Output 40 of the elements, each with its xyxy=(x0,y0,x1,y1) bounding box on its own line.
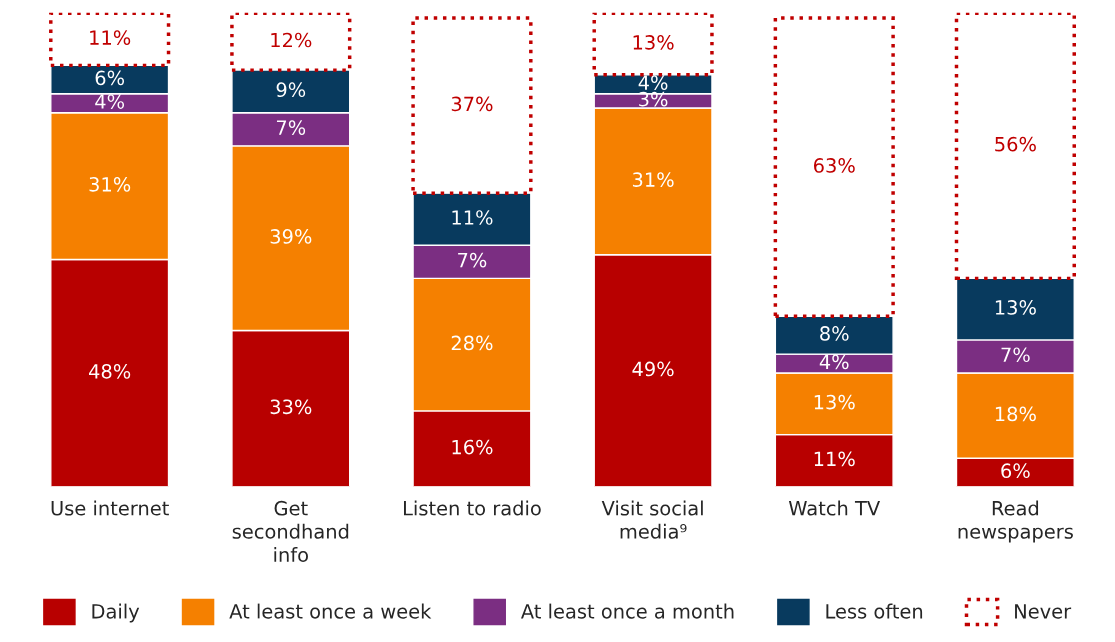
x-tick-label: Read newspapers xyxy=(958,500,1073,543)
data-label: 7% xyxy=(1001,347,1030,363)
data-label: 7% xyxy=(276,120,306,135)
data-label: 9% xyxy=(276,82,306,98)
data-label: 31% xyxy=(89,177,131,192)
data-label: 11% xyxy=(90,30,131,45)
data-label: 49% xyxy=(632,361,674,377)
data-label: 33% xyxy=(270,399,312,415)
data-label: 63% xyxy=(813,158,855,173)
data-label: 11% xyxy=(452,210,493,225)
data-label: 18% xyxy=(995,406,1036,422)
data-label: 28% xyxy=(451,335,493,351)
legend-label: Less often xyxy=(826,603,923,619)
data-label: 39% xyxy=(270,229,312,244)
data-label: 31% xyxy=(632,172,674,187)
data-label: 6% xyxy=(1001,463,1030,479)
legend-label: Never xyxy=(1015,604,1072,619)
data-label: 56% xyxy=(995,136,1036,152)
data-label: 13% xyxy=(814,394,855,410)
data-label: 4% xyxy=(95,94,125,109)
x-tick-label: Use internet xyxy=(51,500,169,516)
data-label: 48% xyxy=(89,363,131,379)
data-label: 4% xyxy=(819,354,849,370)
x-tick-label: Listen to radio xyxy=(404,500,541,516)
data-label: 13% xyxy=(633,35,674,50)
data-label: 12% xyxy=(271,32,312,48)
x-tick-label: Visit social media⁹ xyxy=(601,500,703,539)
legend-label: At least once a week xyxy=(229,603,432,619)
data-label: 11% xyxy=(814,451,855,467)
data-label: 8% xyxy=(820,326,849,341)
data-label: 13% xyxy=(995,300,1036,315)
data-label: 7% xyxy=(458,252,487,268)
legend-label: Daily xyxy=(92,603,140,623)
legend-label: At least once a month xyxy=(520,603,734,619)
data-label: 6% xyxy=(95,70,125,86)
data-label: 4% xyxy=(638,75,668,90)
data-label: 37% xyxy=(451,96,493,112)
x-tick-label: Watch TV xyxy=(788,500,881,516)
data-label: 16% xyxy=(452,439,493,455)
x-tick-label: Get secondhand info xyxy=(232,500,349,563)
